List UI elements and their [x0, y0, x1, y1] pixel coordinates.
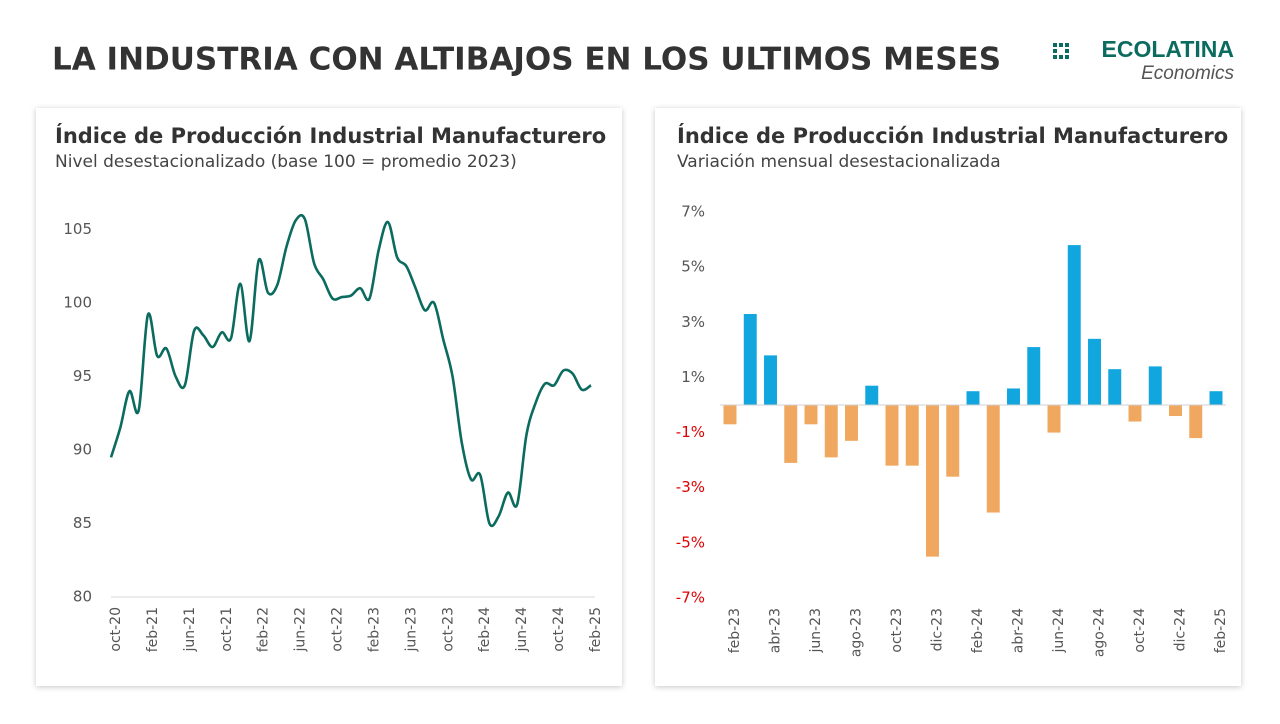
- bar: [1027, 347, 1041, 405]
- x-tick-label: oct-20: [108, 607, 124, 652]
- chart-title: Índice de Producción Industrial Manufact…: [677, 123, 1228, 148]
- x-tick-label: feb-25: [1213, 608, 1229, 653]
- bar: [1128, 405, 1142, 422]
- y-tick-label: 5%: [681, 258, 705, 276]
- bar: [784, 405, 798, 463]
- bar: [1148, 366, 1162, 405]
- bar: [1088, 338, 1101, 405]
- x-tick-label: jun-24: [514, 607, 530, 653]
- chart-subtitle: Nivel desestacionalizado (base 100 = pro…: [55, 152, 517, 172]
- y-tick-label: 100: [63, 293, 92, 311]
- bar: [764, 355, 777, 405]
- x-tick-label: abr-23: [768, 608, 784, 653]
- y-tick-label: 85: [73, 514, 92, 532]
- bar: [804, 405, 818, 425]
- x-tick-label: abr-24: [1011, 608, 1027, 653]
- logo-icon: [1053, 43, 1069, 59]
- y-tick-label: 1%: [681, 368, 705, 386]
- bar: [723, 405, 737, 425]
- bar: [824, 405, 838, 458]
- x-tick-label: jun-21: [182, 607, 198, 653]
- x-tick-label: jun-23: [808, 608, 824, 654]
- bar: [986, 405, 1000, 513]
- panel: [36, 108, 622, 686]
- x-tick-label: jun-24: [1051, 608, 1067, 654]
- logo-subtitle: Economics: [1141, 63, 1234, 84]
- x-tick-label: jun-23: [403, 607, 419, 653]
- y-tick-label: 80: [73, 588, 92, 606]
- bar: [1189, 405, 1203, 439]
- x-tick-label: oct-24: [1132, 608, 1148, 653]
- x-tick-label: oct-23: [440, 607, 456, 652]
- bar: [865, 385, 879, 405]
- x-tick-label: oct-24: [551, 607, 567, 652]
- bar: [1007, 388, 1020, 405]
- x-tick-label: ago-24: [1092, 608, 1108, 657]
- x-tick-label: feb-24: [970, 608, 986, 653]
- y-tick-label: -3%: [676, 478, 705, 496]
- y-tick-label: 90: [73, 440, 92, 458]
- bar: [1067, 245, 1081, 405]
- y-tick-label: 3%: [681, 313, 705, 331]
- x-tick-label: feb-23: [727, 608, 743, 653]
- bar: [1169, 405, 1182, 417]
- bar: [966, 391, 980, 405]
- bar: [1108, 369, 1122, 405]
- x-tick-label: feb-22: [256, 607, 272, 652]
- x-tick-label: oct-22: [330, 607, 346, 652]
- slide-title: LA INDUSTRIA CON ALTIBAJOS EN LOS ULTIMO…: [52, 42, 1001, 78]
- bar: [926, 405, 939, 557]
- chart-title: Índice de Producción Industrial Manufact…: [55, 123, 606, 148]
- x-tick-label: feb-23: [366, 607, 382, 652]
- bar: [1047, 405, 1061, 433]
- y-tick-label: 95: [73, 367, 92, 385]
- y-tick-label: 7%: [681, 203, 705, 221]
- logo: ECOLATINA: [1102, 36, 1234, 62]
- bar: [946, 405, 960, 477]
- bar: [905, 405, 919, 466]
- y-tick-label: -5%: [676, 533, 705, 551]
- x-tick-label: feb-25: [588, 607, 604, 652]
- x-tick-label: dic-24: [1173, 608, 1189, 651]
- x-tick-label: ago-23: [849, 608, 865, 657]
- x-tick-label: dic-23: [930, 608, 946, 651]
- x-tick-label: feb-24: [477, 607, 493, 652]
- x-tick-label: oct-21: [219, 607, 235, 652]
- bar: [743, 314, 757, 405]
- bar: [845, 405, 858, 441]
- bar: [885, 405, 899, 466]
- bar: [1209, 391, 1223, 405]
- x-tick-label: jun-22: [293, 607, 309, 653]
- y-tick-label: 105: [63, 220, 92, 238]
- line: [109, 213, 592, 528]
- chart-subtitle: Variación mensual desestacionalizada: [677, 152, 1001, 172]
- y-tick-label: -1%: [676, 423, 705, 441]
- x-tick-label: oct-23: [889, 608, 905, 653]
- y-tick-label: -7%: [676, 589, 705, 607]
- x-tick-label: feb-21: [145, 607, 161, 652]
